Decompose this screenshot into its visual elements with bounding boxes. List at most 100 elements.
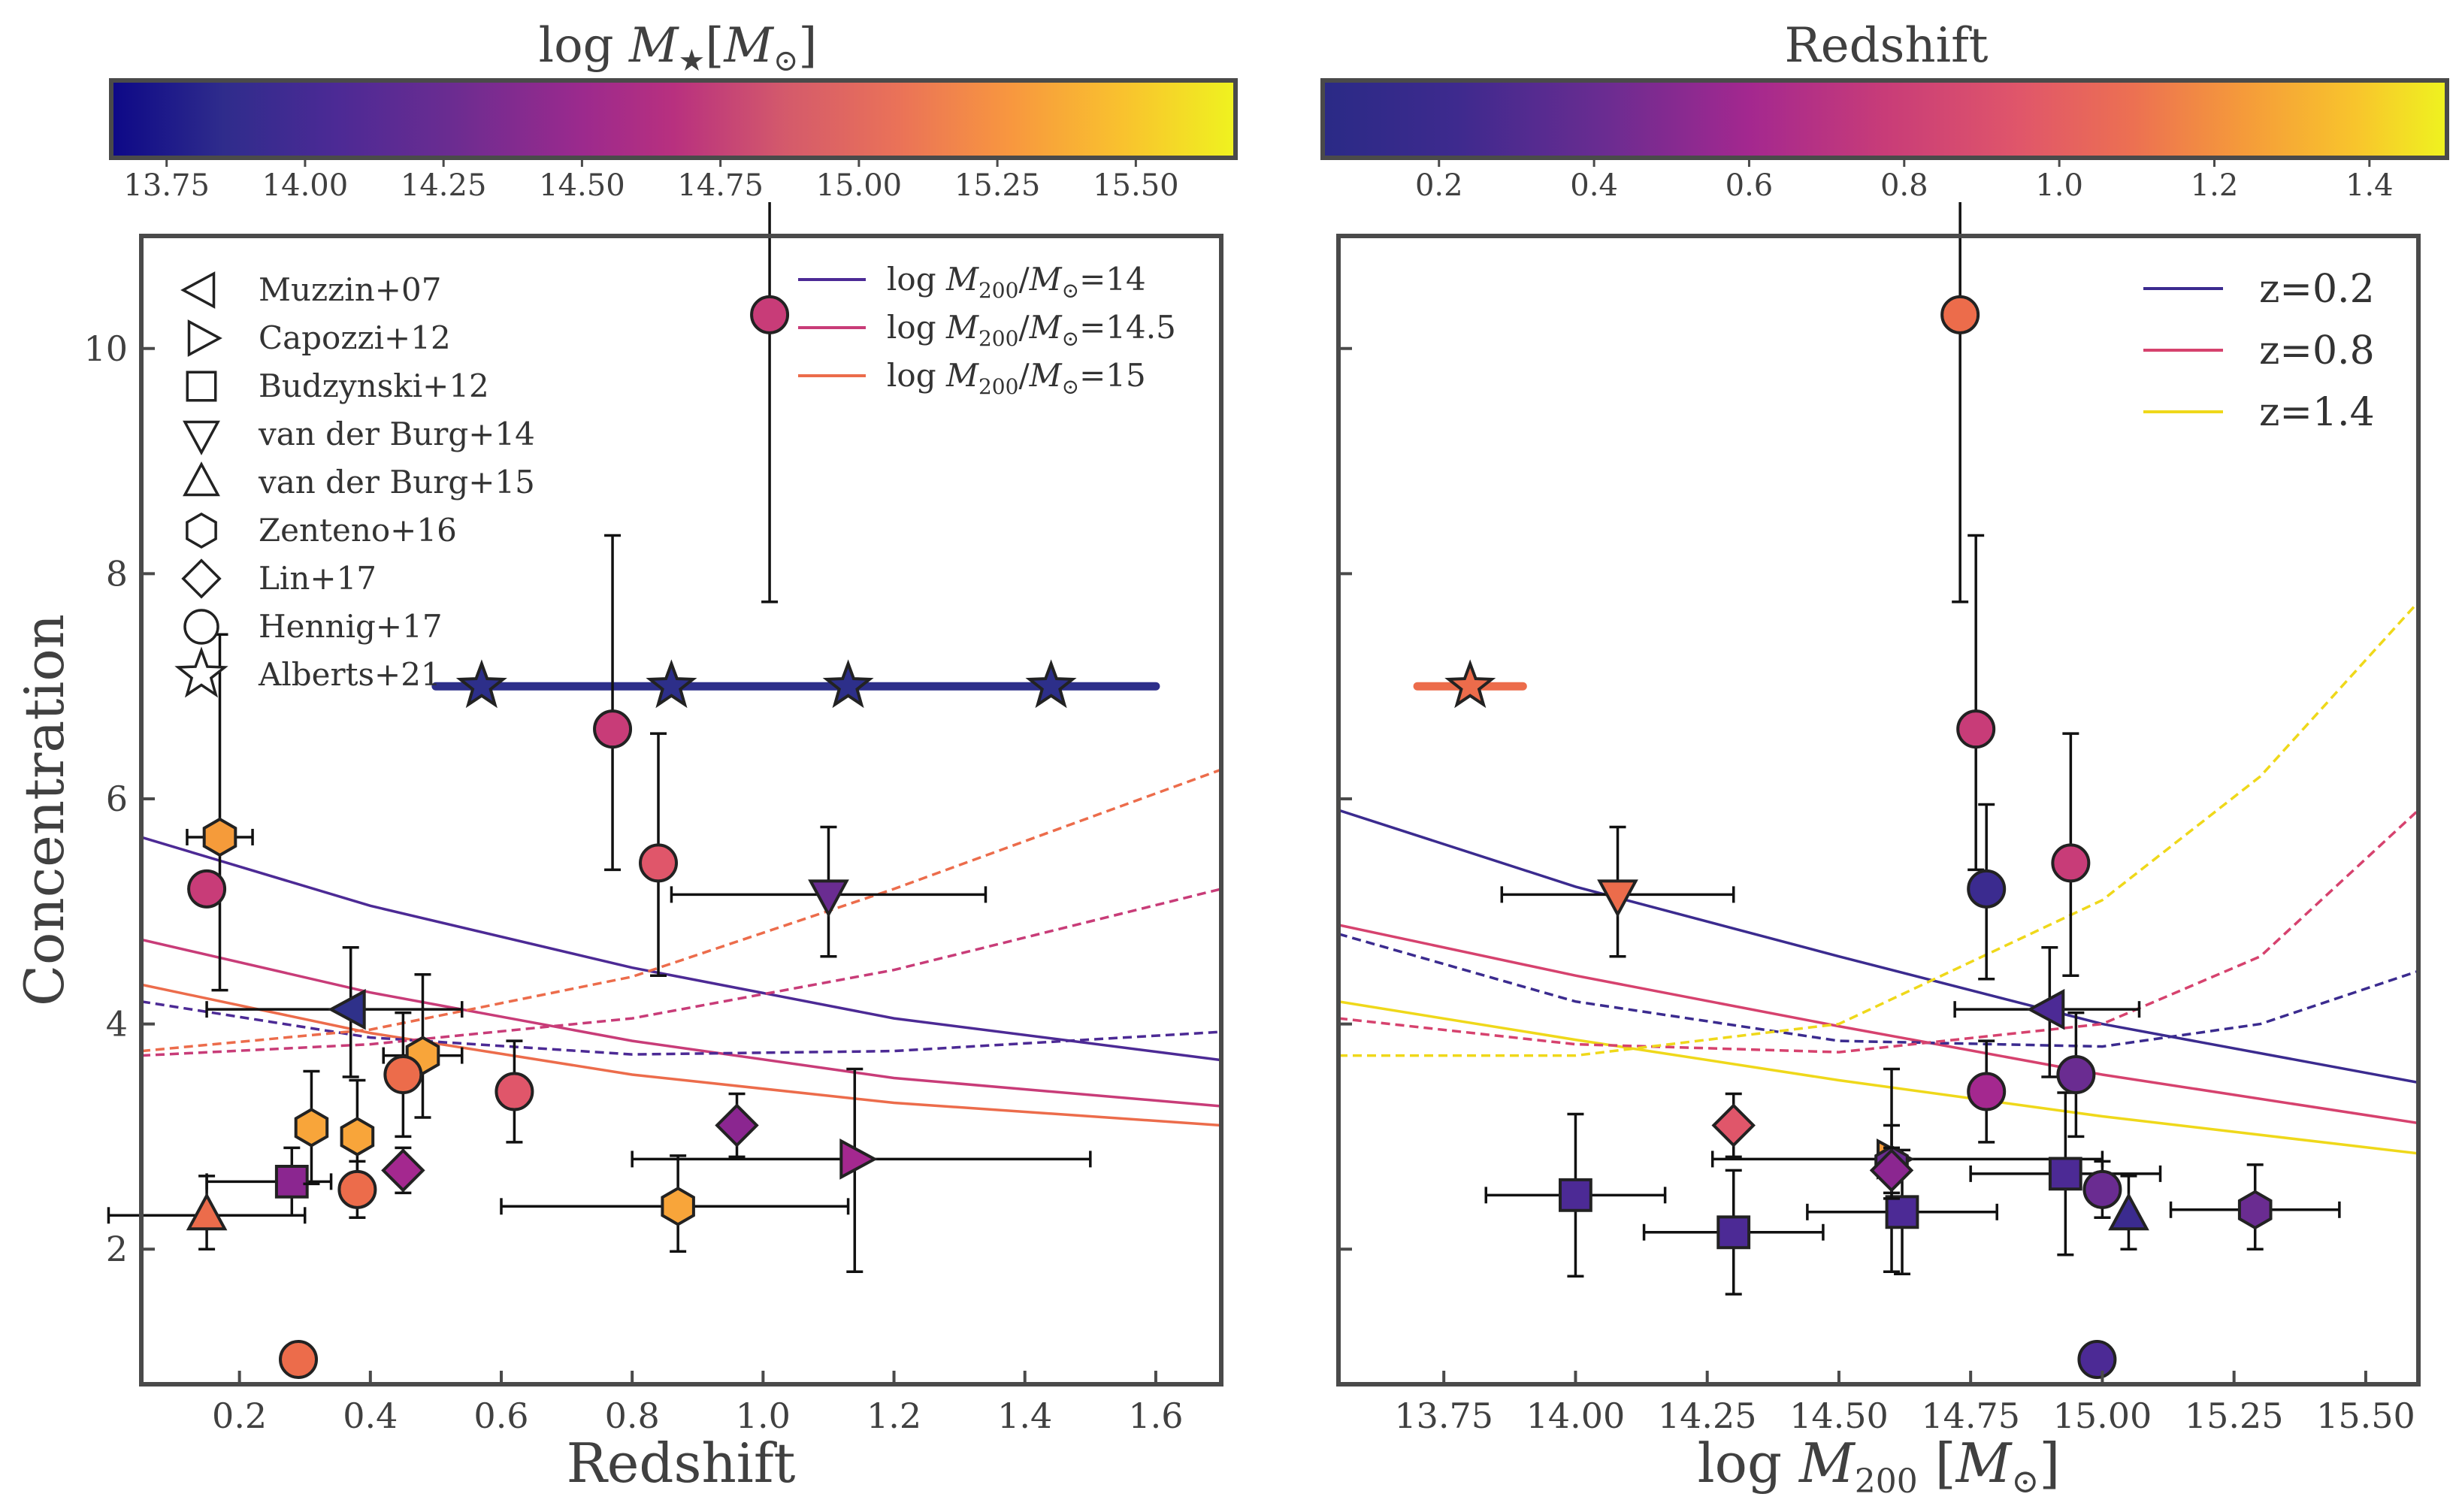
circle-marker bbox=[383, 1055, 423, 1095]
legend-label: Muzzin+07 bbox=[259, 271, 441, 308]
model-curve-4 bbox=[1338, 809, 2418, 1054]
colorbar-left-gradient bbox=[109, 78, 1238, 160]
square-marker bbox=[274, 1165, 309, 1199]
star-marker bbox=[1025, 659, 1077, 709]
colorbar-tick-label: 15.25 bbox=[954, 168, 1041, 203]
circle-marker bbox=[1956, 709, 1996, 749]
right-x-ticks: 13.75 14.00 14.25 14.50 14.75 15.00 15.25 15.50 bbox=[1394, 1371, 2415, 1436]
left-model-curves bbox=[141, 682, 1221, 1127]
x-tick-label: 14.00 bbox=[1526, 1396, 1626, 1436]
model-curve-3 bbox=[141, 999, 1221, 1056]
triangle-up-marker bbox=[2108, 1192, 2149, 1231]
x-tick-label: 1.4 bbox=[997, 1396, 1052, 1436]
data-point-4 bbox=[107, 1175, 307, 1250]
y-tick-label: 8 bbox=[106, 553, 128, 594]
legend-line-label: log M200/M⊙=15 bbox=[887, 357, 1146, 399]
legend-line-label: log M200/M⊙=14 bbox=[887, 261, 1146, 303]
legend-line-label: z=0.2 bbox=[2259, 267, 2375, 312]
circle-marker bbox=[1967, 869, 2007, 909]
data-point-22 bbox=[822, 659, 874, 709]
data-point-16 bbox=[495, 1039, 534, 1144]
legend-label: van der Burg+15 bbox=[258, 464, 535, 500]
circle-marker bbox=[2051, 843, 2091, 883]
legend-label: Budzynski+12 bbox=[259, 367, 489, 404]
colorbar-tick-label: 14.25 bbox=[401, 168, 487, 203]
y-tick-label: 10 bbox=[83, 328, 128, 369]
triangle-down-legend-icon bbox=[183, 420, 220, 455]
colorbar-tick-label: 13.75 bbox=[123, 168, 210, 203]
panel-left: 0.2 0.4 0.6 0.8 1.0 1.2 1.4 1.6 2 4 6 8 10 Redshift… bbox=[13, 202, 1223, 1495]
legend-label: van der Burg+14 bbox=[258, 416, 535, 452]
data-point-18 bbox=[639, 732, 679, 977]
triangle-down-marker bbox=[1597, 879, 1638, 918]
colorbar-right-ticks: 0.2 0.4 0.6 0.8 1.0 1.2 1.4 bbox=[1415, 158, 2394, 203]
colorbar-tick-label: 1.2 bbox=[2191, 168, 2239, 203]
colorbar-left-title: log M★[M⊙] bbox=[539, 18, 818, 78]
colorbar-right-gradient bbox=[1320, 78, 2449, 160]
left-y-axis-label: Concentration bbox=[13, 614, 76, 1006]
triangle-up-legend-icon bbox=[183, 461, 220, 497]
x-tick-label: 14.50 bbox=[1789, 1396, 1889, 1436]
triangle-up-marker bbox=[186, 1192, 228, 1231]
colorbar-tick-label: 0.4 bbox=[1570, 168, 1618, 203]
right-y-ticks bbox=[1338, 346, 1352, 1251]
diamond-marker bbox=[1869, 1148, 1914, 1193]
star-marker bbox=[1444, 659, 1496, 709]
data-point-10 bbox=[381, 1146, 425, 1195]
colorbar-tick-label: 14.00 bbox=[262, 168, 349, 203]
triangle-down-marker bbox=[808, 879, 849, 918]
data-point-11 bbox=[715, 1092, 759, 1159]
x-tick-label: 15.00 bbox=[2053, 1396, 2152, 1436]
hexagon-marker bbox=[294, 1108, 329, 1148]
colorbar-tick-label: 15.50 bbox=[1093, 168, 1179, 203]
model-curve-5 bbox=[141, 768, 1221, 1053]
x-tick-label: 15.25 bbox=[2185, 1396, 2284, 1436]
diamond-legend-icon bbox=[181, 558, 222, 599]
right-model-curves bbox=[1338, 600, 2418, 1155]
colorbar-tick-label: 1.4 bbox=[2346, 168, 2394, 203]
x-tick-label: 0.4 bbox=[343, 1396, 398, 1436]
model-curve-1 bbox=[141, 938, 1221, 1108]
data-point-2 bbox=[1484, 1112, 1667, 1278]
circle-marker bbox=[187, 869, 227, 909]
data-point-13 bbox=[1956, 534, 1996, 872]
y-tick-label: 2 bbox=[106, 1229, 128, 1269]
data-point-10 bbox=[1711, 1092, 1756, 1159]
left-line-legend: log M200/M⊙=14 log M200/M⊙=14.5 log M200/M… bbox=[798, 261, 1176, 399]
left-axes-frame bbox=[139, 234, 1223, 1387]
data-point-1 bbox=[631, 1067, 1092, 1273]
data-point-12 bbox=[1940, 202, 1980, 603]
right-line-legend: z=0.2 z=0.8 z=1.4 bbox=[2143, 267, 2375, 435]
model-curve-2 bbox=[141, 983, 1221, 1127]
diamond-marker bbox=[715, 1103, 759, 1148]
data-point-0 bbox=[205, 946, 464, 1078]
data-point-14 bbox=[1967, 803, 2007, 981]
colorbar-tick-label: 1.0 bbox=[2035, 168, 2083, 203]
x-tick-label: 14.75 bbox=[1921, 1396, 2020, 1436]
circle-marker bbox=[279, 1340, 319, 1380]
right-axes-frame bbox=[1336, 234, 2421, 1387]
circle-marker bbox=[750, 295, 790, 334]
x-tick-label: 0.8 bbox=[605, 1396, 660, 1436]
data-point-19 bbox=[750, 202, 790, 603]
colorbar-tick-label: 0.6 bbox=[1726, 168, 1774, 203]
data-point-3 bbox=[1642, 1169, 1825, 1296]
square-marker bbox=[2048, 1157, 2082, 1191]
hexagon-marker bbox=[2237, 1190, 2273, 1230]
legend-line-label: z=1.4 bbox=[2259, 390, 2375, 435]
colorbar-tick-label: 14.75 bbox=[677, 168, 764, 203]
colorbar-tick-label: 0.2 bbox=[1415, 168, 1463, 203]
data-point-5 bbox=[186, 633, 254, 992]
data-point-9 bbox=[2169, 1163, 2341, 1250]
model-curve-4 bbox=[141, 888, 1221, 1057]
hexagon-marker bbox=[661, 1186, 695, 1226]
data-point-17 bbox=[593, 534, 633, 872]
data-point-21 bbox=[646, 659, 697, 709]
triangle-right-marker bbox=[839, 1139, 878, 1180]
colorbar-tick-label: 0.8 bbox=[1880, 168, 1928, 203]
colorbar-left: log M★[M⊙] 13.75 14.00 14.25 14.50 14.75 15.0… bbox=[109, 18, 1238, 203]
circle-marker bbox=[639, 843, 679, 883]
colorbar-right-title: Redshift bbox=[1785, 18, 1989, 74]
circle-marker bbox=[495, 1072, 534, 1111]
